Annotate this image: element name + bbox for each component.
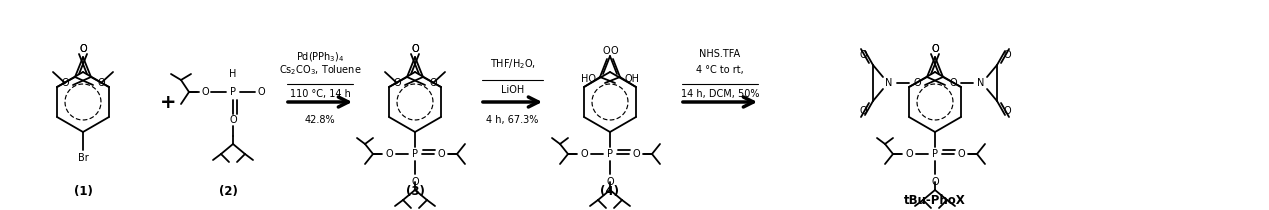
Text: O: O	[411, 44, 419, 54]
Text: H: H	[230, 69, 237, 79]
Text: O: O	[202, 87, 209, 97]
Text: O: O	[1004, 50, 1011, 60]
Text: O: O	[79, 44, 86, 54]
Text: O: O	[905, 149, 912, 159]
Text: O: O	[931, 177, 939, 187]
Text: O: O	[580, 149, 588, 159]
Text: +: +	[160, 92, 176, 112]
Text: O: O	[610, 46, 618, 56]
Text: O: O	[859, 106, 867, 116]
Text: O: O	[61, 78, 69, 88]
Text: O: O	[931, 44, 939, 54]
Text: tBu-PhoX: tBu-PhoX	[904, 193, 966, 206]
Text: O: O	[859, 50, 867, 60]
Text: N: N	[886, 78, 892, 88]
Text: P: P	[412, 149, 418, 159]
Text: O: O	[603, 46, 610, 56]
Text: 4 h, 67.3%: 4 h, 67.3%	[486, 115, 538, 125]
Text: HO: HO	[581, 74, 596, 84]
Text: P: P	[931, 149, 938, 159]
Text: O: O	[411, 177, 419, 187]
Text: O: O	[949, 78, 957, 88]
Text: O: O	[931, 44, 939, 54]
Text: O: O	[230, 115, 237, 125]
Text: N: N	[977, 78, 985, 88]
Text: O: O	[411, 44, 419, 54]
Text: (1): (1)	[74, 185, 93, 198]
Text: Br: Br	[77, 153, 89, 163]
Text: (4): (4)	[600, 185, 619, 198]
Text: O: O	[429, 78, 437, 88]
Text: O: O	[607, 177, 614, 187]
Text: 42.8%: 42.8%	[305, 115, 335, 125]
Text: O: O	[632, 149, 640, 159]
Text: (3): (3)	[406, 185, 424, 198]
Text: THF/H$_2$O,: THF/H$_2$O,	[490, 57, 536, 71]
Text: 4 °C to rt,: 4 °C to rt,	[697, 65, 744, 75]
Text: O: O	[914, 78, 921, 88]
Text: P: P	[230, 87, 236, 97]
Text: O: O	[438, 149, 445, 159]
Text: O: O	[79, 44, 86, 54]
Text: NHS.TFA: NHS.TFA	[699, 49, 741, 59]
Text: O: O	[957, 149, 964, 159]
Text: P: P	[607, 149, 613, 159]
Text: O: O	[386, 149, 393, 159]
Text: Cs$_2$CO$_3$, Toluene: Cs$_2$CO$_3$, Toluene	[279, 63, 362, 77]
Text: 110 °C, 14 h: 110 °C, 14 h	[289, 89, 350, 99]
Text: LiOH: LiOH	[501, 85, 524, 95]
Text: O: O	[393, 78, 401, 88]
Text: OH: OH	[624, 74, 640, 84]
Text: 14 h, DCM, 50%: 14 h, DCM, 50%	[680, 89, 759, 99]
Text: O: O	[1004, 106, 1011, 116]
Text: (2): (2)	[218, 185, 237, 198]
Text: Pd(PPh$_3$)$_4$: Pd(PPh$_3$)$_4$	[296, 50, 344, 64]
Text: O: O	[98, 78, 105, 88]
Text: O: O	[258, 87, 265, 97]
